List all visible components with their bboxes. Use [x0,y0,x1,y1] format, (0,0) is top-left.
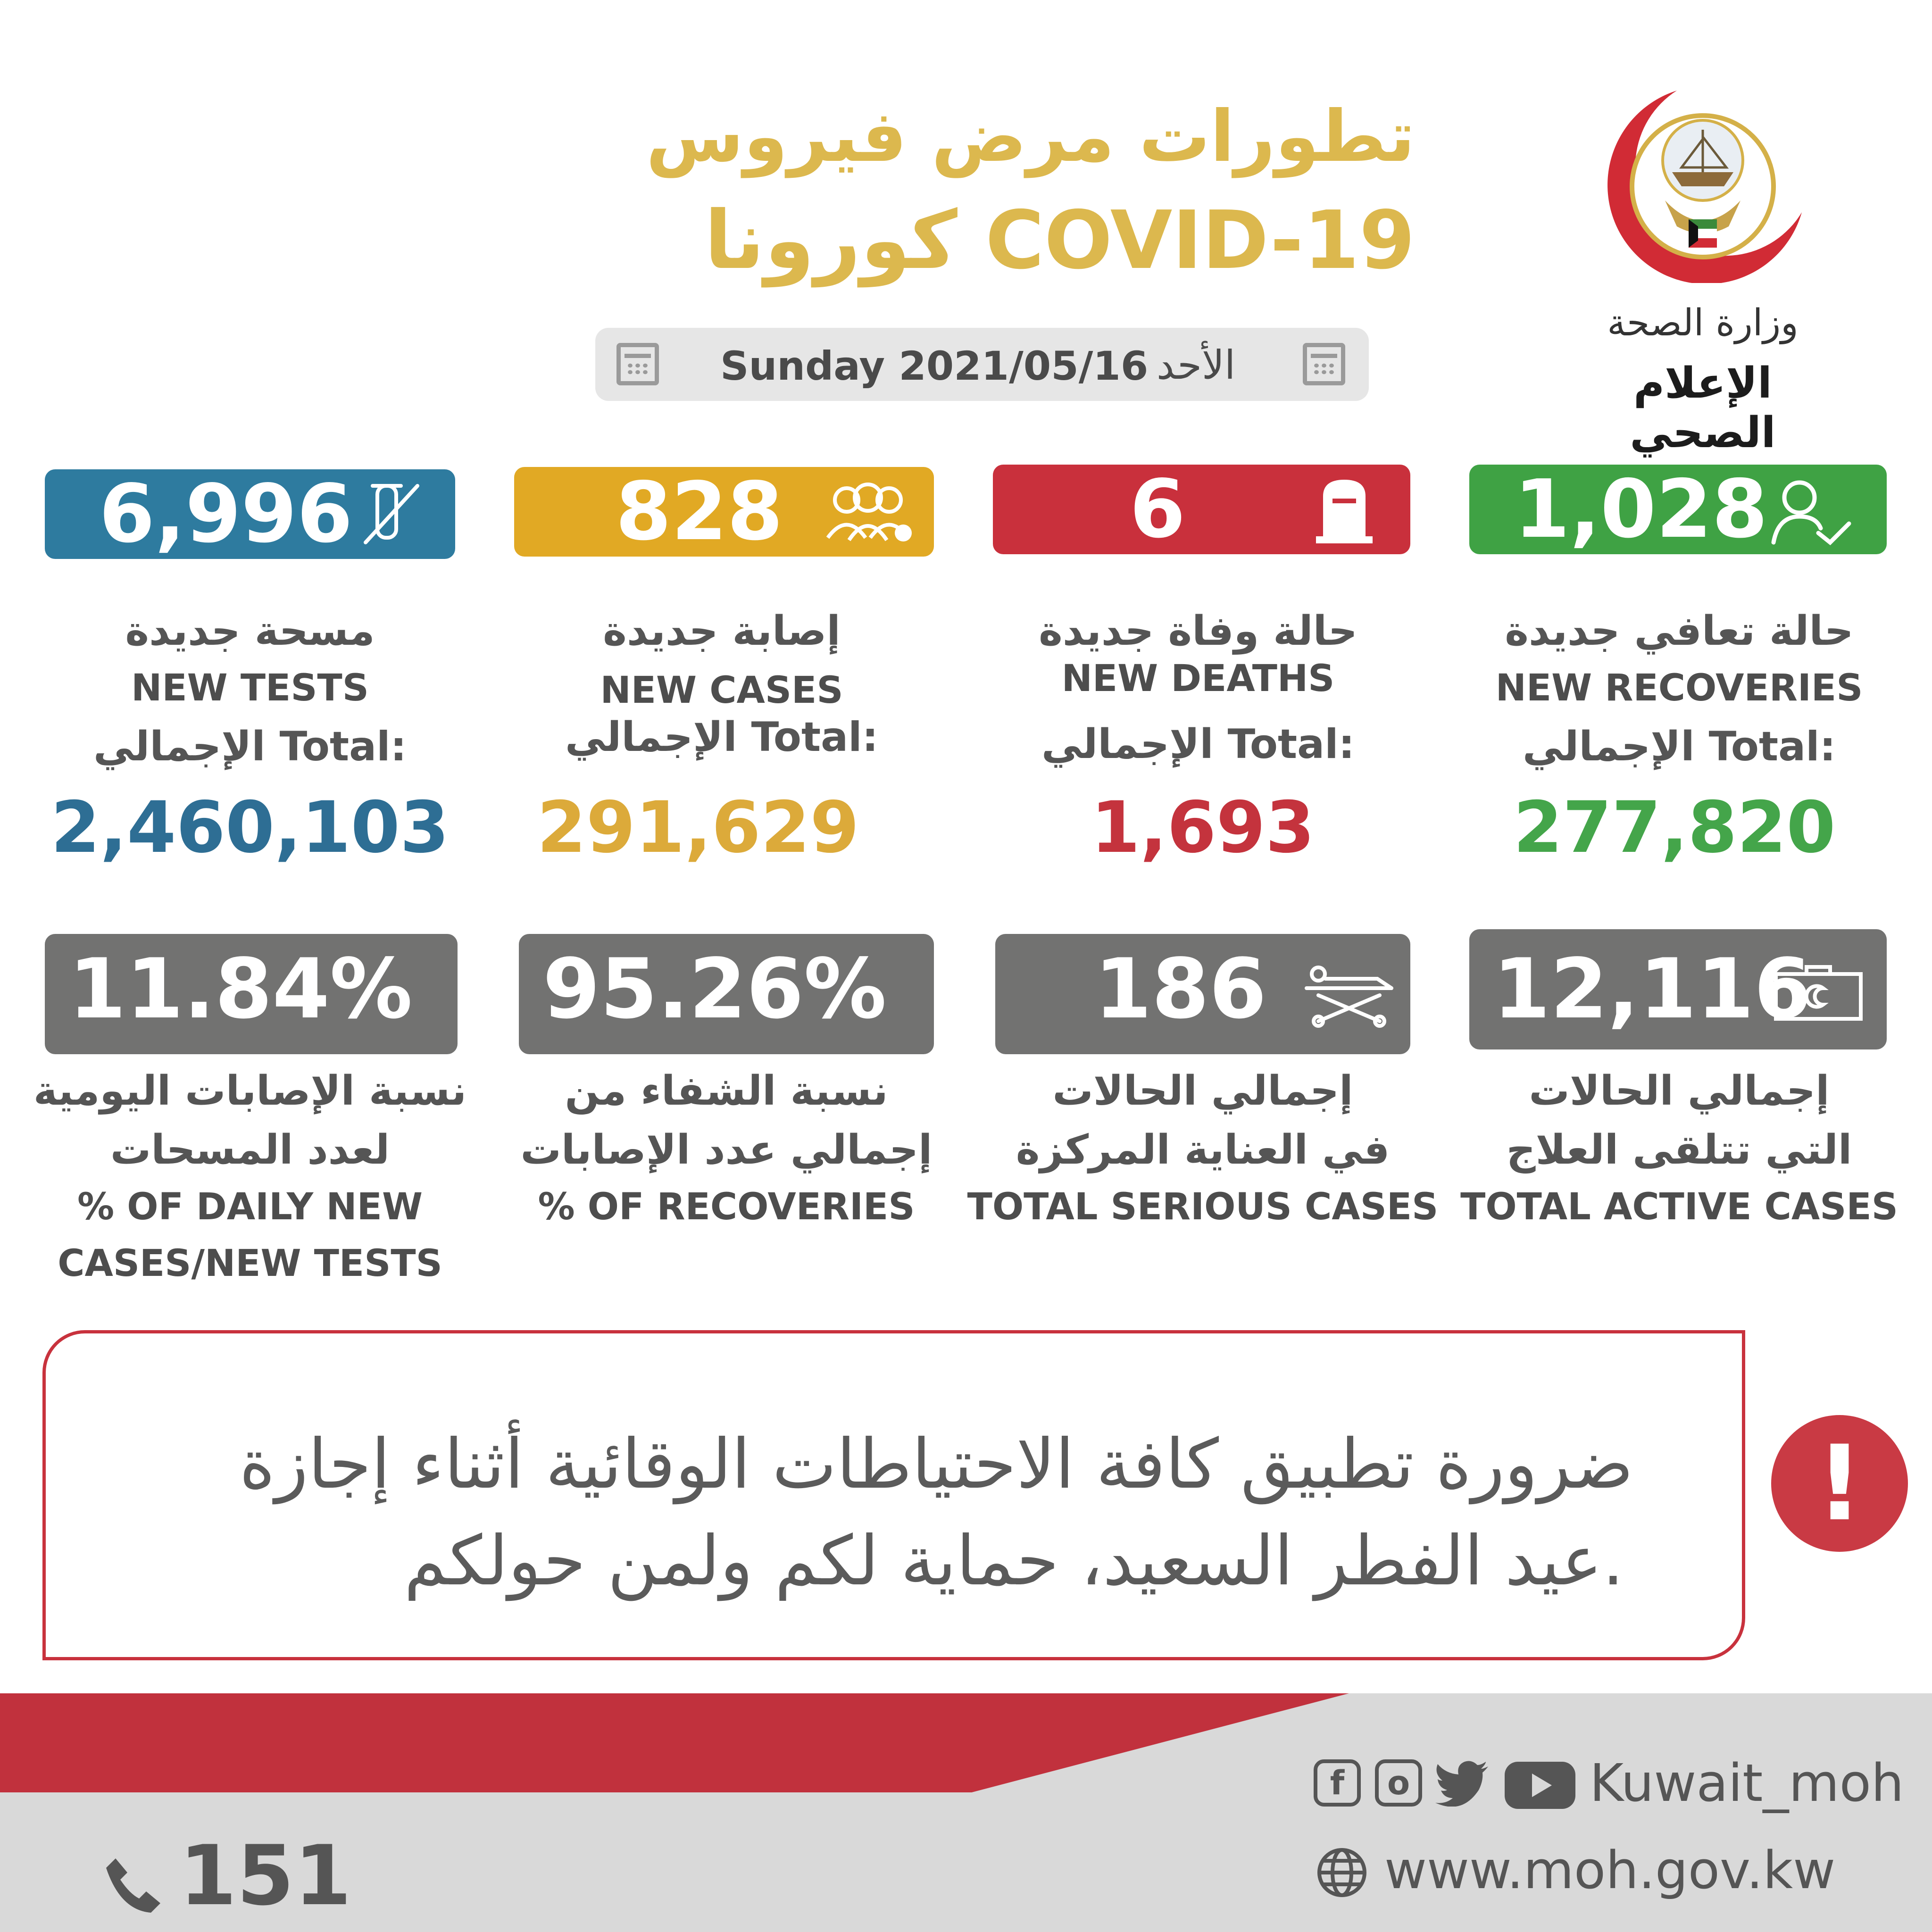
active-cases-label-ar-2: التي تتلقى العلاج [1506,1126,1852,1174]
youtube-icon[interactable] [1505,1762,1575,1811]
instagram-icon[interactable]: o [1375,1759,1422,1807]
new-cases-card: 828 [514,467,934,557]
social-handle[interactable]: Kuwait_moh [1590,1753,1904,1813]
test-tube-icon [358,481,425,549]
new-deaths-label-en: NEW DEATHS [1061,658,1335,700]
new-tests-label-en: NEW TESTS [131,667,369,709]
new-recoveries-label-en: NEW RECOVERIES [1495,667,1863,709]
serious-cases-label-ar-2: في العناية المركزة [1016,1126,1390,1174]
new-recoveries-label-ar: حالة تعافي جديدة [1505,608,1854,655]
new-recoveries-card: 1,028 [1469,465,1887,554]
serious-cases-value: 186 [1094,941,1267,1037]
new-deaths-value: 6 [1130,463,1186,556]
total-tests-value: 2,460,103 [50,787,450,869]
date-english: Sunday 2021/05/16 [720,343,1149,389]
total-deaths-value: 1,693 [1091,787,1315,869]
calendar-icon [616,343,659,385]
recovery-percentage-label-ar-1: نسبة الشفاء من [565,1067,888,1115]
notice-line-2: عيد الفطر السعيد، حماية لكم ولمن حولكم. [404,1521,1624,1601]
page-title-line1: تطورات مرض فيروس [646,96,1415,178]
daily-percentage-label-en-2: CASES/NEW TESTS [58,1242,442,1285]
page-title-line2: كورونا COVID-19 [704,194,1415,287]
people-virus-icon [821,479,915,547]
total-recoveries-value: 277,820 [1513,787,1836,869]
person-check-icon [1769,476,1854,549]
globe-icon [1316,1847,1368,1900]
new-tests-total-label: الإجمالي Total: [93,723,407,770]
recovery-percentage-value: 95.26% [542,941,887,1037]
total-cases-value: 291,629 [537,787,859,869]
recovery-percentage-label-ar-2: إجمالي عدد الإصابات [520,1126,933,1174]
new-cases-label-en: NEW CASES [600,669,843,712]
new-cases-label-ar: إصابة جديدة [603,608,841,655]
new-cases-value: 828 [616,465,783,558]
daily-percentage-label-en-1: % OF DAILY NEW [77,1186,423,1228]
serious-cases-label-en-1: TOTAL SERIOUS CASES [967,1186,1439,1228]
recovery-percentage-label-en-1: % OF RECOVERIES [538,1186,915,1228]
serious-cases-label-ar-1: إجمالي الحالات [1052,1067,1353,1115]
date-bar: Sunday 2021/05/16 الأحد [595,328,1369,401]
serious-cases-card: 186 [995,934,1410,1054]
new-deaths-card: 6 [993,465,1410,554]
new-recoveries-total-label: الإجمالي Total: [1522,723,1836,770]
date-arabic-day: الأحد [1157,342,1236,388]
footer-red-band [0,1693,1349,1792]
notice-box: ضرورة تطبيق كافة الاحتياطات الوقائية أثن… [42,1330,1745,1660]
medical-kit-icon [1771,965,1865,1023]
alert-mark: ! [1815,1423,1864,1544]
ministry-name: وزارة الصحة [1607,302,1799,344]
daily-percentage-label-ar-1: نسبة الإصابات اليومية [33,1067,467,1115]
active-cases-value: 12,116 [1493,941,1812,1037]
website-link[interactable]: www.moh.gov.kw [1384,1840,1836,1900]
facebook-icon[interactable]: f [1314,1759,1361,1807]
daily-percentage-value: 11.84% [68,941,413,1037]
twitter-icon[interactable] [1434,1759,1491,1808]
new-tests-card: 6,996 [45,469,455,559]
new-tests-label-ar: مسحة جديدة [125,608,375,655]
department-name: الإعلام الصحي [1630,358,1776,458]
alert-icon: ! [1771,1415,1908,1552]
daily-percentage-label-ar-2: لعدد المسحات [110,1126,390,1174]
active-cases-card: 12,116 [1469,929,1887,1049]
stretcher-icon [1302,962,1396,1030]
phone-icon [101,1854,163,1917]
notice-line-1: ضرورة تطبيق كافة الاحتياطات الوقائية أثن… [239,1424,1633,1504]
new-tests-value: 6,996 [99,467,353,561]
active-cases-label-en-1: TOTAL ACTIVE CASES [1460,1186,1898,1228]
new-deaths-label-ar: حالة وفاة جديدة [1039,608,1357,655]
calendar-icon [1303,343,1345,385]
new-cases-total-label: الإجمالي Total: [565,714,879,761]
recovery-percentage-card: 95.26% [519,934,934,1054]
moh-logo [1597,85,1809,284]
active-cases-label-ar-1: إجمالي الحالات [1529,1067,1830,1115]
daily-percentage-card: 11.84% [45,934,458,1054]
new-recoveries-value: 1,028 [1514,463,1768,556]
tombstone-icon [1314,475,1375,548]
hotline-number: 151 [179,1828,352,1924]
new-deaths-total-label: الإجمالي Total: [1041,721,1355,768]
